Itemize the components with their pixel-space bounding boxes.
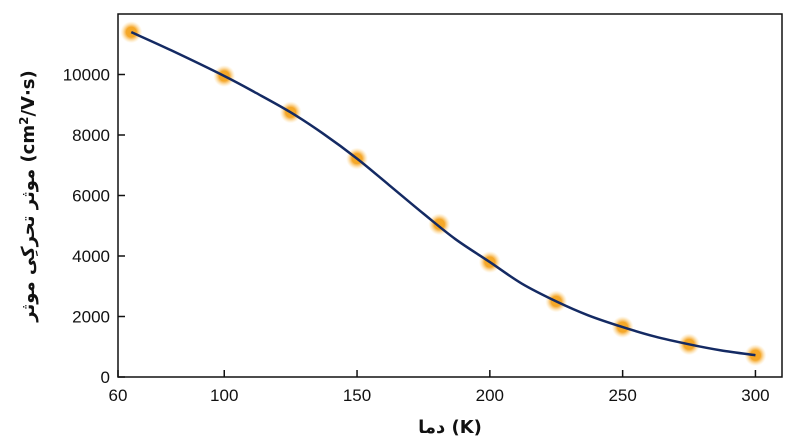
y-tick-label: 0	[101, 368, 110, 387]
y-axis-title-tail: /V·s)	[18, 70, 39, 116]
x-axis: 60 100 150 200 250 300	[109, 370, 770, 405]
x-tick-label: 60	[109, 386, 128, 405]
x-tick-label: 250	[608, 386, 636, 405]
x-tick-label: 200	[476, 386, 504, 405]
x-tick-label: 100	[210, 386, 238, 405]
y-tick-label: 8000	[72, 126, 110, 145]
x-tick-label: 150	[343, 386, 371, 405]
y-tick-label: 4000	[72, 247, 110, 266]
y-tick-label: 6000	[72, 187, 110, 206]
data-points	[120, 21, 767, 367]
y-axis-title: موثر تحرکِی موثر (cm2/V·s)	[17, 70, 39, 323]
y-axis-title-sup: 2	[17, 117, 31, 125]
fit-curve	[130, 31, 756, 357]
data-point	[125, 26, 137, 38]
data-point	[433, 218, 445, 230]
y-axis: 0 2000 4000 6000 8000 10000	[63, 66, 125, 387]
x-tick-label: 300	[741, 386, 769, 405]
x-axis-title: دما (K)	[418, 417, 482, 438]
y-axis-title-main: موثر تحرکِی موثر (cm	[18, 125, 39, 323]
y-tick-label: 2000	[72, 308, 110, 327]
y-tick-label: 10000	[63, 66, 110, 85]
